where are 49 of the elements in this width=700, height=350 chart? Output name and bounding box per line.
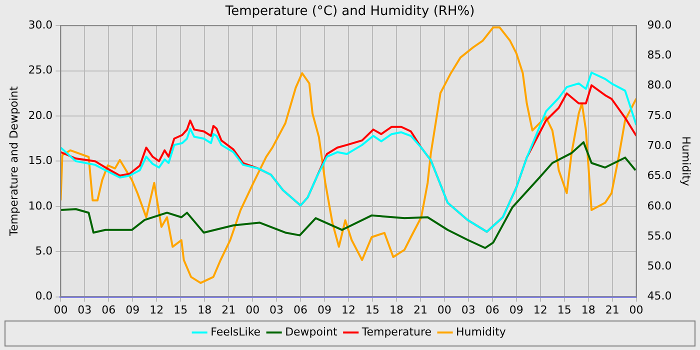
x-tick-label: 09 [318, 303, 332, 316]
y-tick-label: 5.0 [35, 244, 53, 258]
y2-axis-title: Humidity [680, 136, 693, 187]
legend-label: FeelsLike [210, 325, 261, 338]
y2-tick-label: 75.0 [647, 108, 672, 122]
x-tick-label: 00 [246, 303, 260, 316]
y2-tick-label: 45.0 [647, 290, 672, 303]
y2-tick-label: 55.0 [647, 229, 672, 242]
x-tick-label: 00 [629, 303, 644, 316]
x-tick-label: 09 [509, 303, 524, 316]
x-tick-label: 21 [413, 303, 428, 316]
y2-tick-label: 85.0 [647, 48, 672, 62]
y2-tick-label: 50.0 [647, 260, 672, 273]
x-tick-label: 00 [54, 303, 68, 316]
x-tick-label: 03 [270, 303, 284, 316]
legend-label: Temperature [360, 325, 432, 338]
x-tick-label: 06 [485, 303, 500, 316]
chart-title: Temperature (°C) and Humidity (RH%) [224, 4, 475, 20]
y2-tick-label: 60.0 [647, 199, 672, 212]
y2-tick-label: 90.0 [647, 18, 672, 32]
y-axis-title: Temperature and Dewpoint [7, 86, 20, 238]
x-tick-label: 12 [150, 303, 164, 316]
x-tick-label: 03 [461, 303, 476, 316]
x-tick-label: 21 [605, 303, 620, 316]
y-tick-label: 20.0 [28, 108, 53, 122]
x-tick-label: 18 [389, 303, 404, 316]
y2-tick-label: 80.0 [647, 78, 672, 92]
x-tick-label: 15 [557, 303, 572, 316]
legend-label: Humidity [456, 325, 506, 338]
y-tick-label: 30.0 [28, 18, 53, 32]
x-tick-label: 18 [198, 303, 212, 316]
x-tick-label: 15 [174, 303, 188, 316]
x-tick-label: 12 [342, 303, 356, 316]
x-tick-label: 03 [78, 303, 92, 316]
y-tick-label: 15.0 [28, 154, 53, 168]
legend-label: Dewpoint [285, 325, 338, 338]
x-tick-label: 09 [126, 303, 140, 316]
x-tick-label: 18 [581, 303, 596, 316]
x-tick-label: 00 [437, 303, 452, 316]
y-tick-label: 25.0 [28, 64, 53, 77]
y-tick-label: 10.0 [28, 199, 53, 212]
x-tick-label: 15 [365, 303, 380, 316]
y-tick-label: 0.0 [35, 290, 53, 303]
x-tick-label: 21 [222, 303, 236, 316]
x-tick-label: 06 [294, 303, 308, 316]
y2-tick-label: 70.0 [647, 138, 672, 152]
x-tick-label: 12 [533, 303, 548, 316]
x-tick-label: 06 [102, 303, 116, 316]
y2-tick-label: 65.0 [647, 169, 672, 182]
